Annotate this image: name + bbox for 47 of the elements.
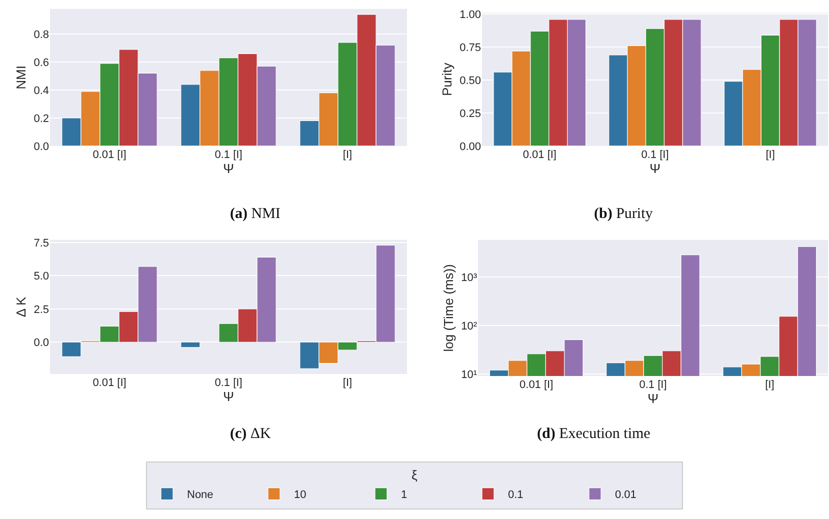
x-axis-title: Ψ (650, 160, 660, 176)
x-tick-label: 0.01 [I] (92, 148, 126, 161)
x-tick-label: 0.01 [I] (520, 378, 554, 391)
y-tick-label: 0.0 (34, 140, 49, 153)
x-tick-label: 0.1 [I] (641, 148, 669, 161)
x-tick-label: [I] (765, 378, 774, 391)
y-tick-label: 0.4 (34, 84, 49, 97)
x-axis-title: Ψ (223, 388, 234, 404)
x-tick-label: [I] (342, 148, 352, 161)
legend-label: 10 (294, 489, 306, 502)
x-axis-title: Ψ (648, 390, 658, 406)
y-tick-label: 7.5 (34, 237, 49, 250)
x-tick-label: 0.1 [I] (214, 148, 242, 161)
y-tick-label: 2.5 (34, 304, 49, 316)
legend-label: None (187, 489, 214, 502)
x-tick-label: [I] (766, 148, 775, 161)
y-tick-label: 0.75 (460, 42, 481, 54)
y-tick-label: 0.0 (34, 336, 49, 349)
text: (d) Execution time (537, 426, 651, 442)
y-tick-label: 0.2 (34, 112, 49, 125)
y-axis-title: Purity (440, 62, 455, 96)
y-tick-label: 0.50 (460, 74, 481, 87)
y-axis-title: Δ K (14, 296, 29, 318)
x-tick-label: 0.01 [I] (92, 376, 126, 389)
legend-label: 0.1 (508, 489, 524, 502)
x-tick-label: 0.01 [I] (522, 148, 556, 161)
legend-label: 1 (401, 489, 408, 502)
y-tick-label: 0.25 (460, 108, 481, 120)
y-tick-label: 10² (461, 320, 478, 332)
y-tick-label: 0.8 (34, 28, 49, 41)
x-tick-label: [I] (342, 376, 352, 389)
y-tick-label: 10³ (461, 272, 478, 284)
y-tick-label: 0.00 (460, 140, 481, 153)
y-tick-label: 0.6 (34, 56, 49, 69)
legend-label: 0.01 (615, 489, 636, 502)
y-tick-label: 1.00 (460, 8, 481, 21)
text: (b) Purity (594, 206, 654, 222)
y-tick-label: 5.0 (34, 270, 49, 283)
legend-title: ξ (412, 467, 418, 482)
x-tick-label: 0.1 [I] (214, 376, 242, 389)
x-tick-label: 0.1 [I] (639, 378, 667, 391)
x-axis-title: Ψ (223, 160, 234, 176)
text: (a) NMI (230, 206, 280, 222)
text: (c) ΔK (230, 426, 272, 442)
y-tick-label: 10¹ (461, 368, 478, 381)
y-axis-title: NMI (14, 65, 29, 90)
y-axis-title: log (Time (ms)) (441, 264, 456, 352)
